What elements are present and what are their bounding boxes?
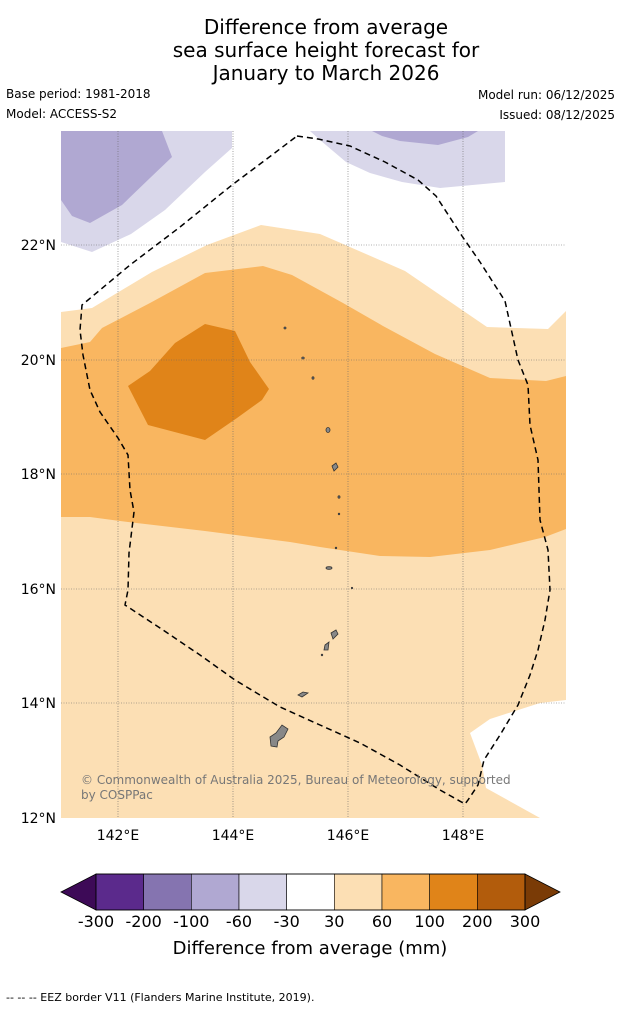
lat-label: 20°N <box>21 353 56 369</box>
title-line-1: Difference from average <box>203 15 449 39</box>
colorbar-tick-labels: -300 -200 -100 -60 -30 30 60 100 200 300 <box>78 912 540 931</box>
model-run: Model run: 06/12/2025 <box>477 88 615 102</box>
colorbar-tick: 30 <box>324 912 344 931</box>
colorbar-max-extension <box>524 873 561 911</box>
colorbar-tick: 300 <box>510 912 541 931</box>
colorbar-segment <box>334 873 383 911</box>
anomaly-minus60-minus100-region-nw <box>61 131 172 223</box>
lon-label: 144°E <box>212 828 255 844</box>
colorbar-tick: -60 <box>226 912 252 931</box>
colorbar-segments <box>95 873 526 911</box>
colorbar-segment <box>381 873 430 911</box>
eez-border <box>79 135 551 805</box>
lon-label: 146°E <box>327 828 370 844</box>
colorbar-segment <box>95 873 144 911</box>
colorbar-segment <box>477 873 526 911</box>
copyright-line-1: © Commonwealth of Australia 2025, Bureau… <box>81 773 511 787</box>
lat-label: 16°N <box>21 582 56 598</box>
near-average-region-southeast <box>470 700 566 818</box>
anomaly-minus60-minus100-region-ne <box>372 131 478 145</box>
colorbar-tick: -100 <box>173 912 209 931</box>
base-period: Base period: 1981-2018 <box>6 87 151 101</box>
map-gridlines <box>61 131 566 818</box>
lon-label: 148°E <box>442 828 485 844</box>
colorbar-segment <box>286 873 335 911</box>
colorbar-tick: -30 <box>274 912 300 931</box>
colorbar-tick: -200 <box>126 912 162 931</box>
colorbar-tick: -300 <box>78 912 114 931</box>
map-plot-area <box>61 131 566 818</box>
colorbar-tick: 100 <box>414 912 445 931</box>
eez-legend-note: -- -- -- EEZ border V11 (Flanders Marine… <box>6 991 315 1004</box>
latitude-labels: 22°N 20°N 18°N 16°N 14°N 12°N <box>21 238 56 827</box>
colorbar-min-extension <box>60 873 97 911</box>
lat-label: 22°N <box>21 238 56 254</box>
lat-label: 12°N <box>21 811 56 827</box>
colorbar: -300 -200 -100 -60 -30 30 60 100 200 300… <box>60 873 561 959</box>
colorbar-segment <box>238 873 287 911</box>
islands <box>269 326 354 748</box>
anomaly-minus30-minus60-region-ne <box>310 131 505 188</box>
lon-label: 142°E <box>97 828 140 844</box>
title-line-2: sea surface height forecast for <box>172 38 480 62</box>
lat-label: 14°N <box>21 696 56 712</box>
colorbar-frame <box>95 873 526 911</box>
colorbar-segment <box>191 873 240 911</box>
model-name: Model: ACCESS-S2 <box>6 107 118 121</box>
anomaly-100-200-region <box>128 324 269 440</box>
colorbar-title: Difference from average (mm) <box>173 938 448 959</box>
colorbar-tick: 60 <box>372 912 392 931</box>
copyright-line-2: by COSPPac <box>81 788 153 802</box>
title-line-3: January to March 2026 <box>212 61 440 85</box>
longitude-labels: 142°E 144°E 146°E 148°E <box>97 828 485 844</box>
colorbar-segment <box>143 873 192 911</box>
lat-label: 18°N <box>21 467 56 483</box>
colorbar-tick: 200 <box>462 912 493 931</box>
issued-date: Issued: 08/12/2025 <box>499 108 615 122</box>
colorbar-segment <box>429 873 478 911</box>
chart-title: Difference from average sea surface heig… <box>0 16 621 85</box>
guam-island <box>269 724 289 748</box>
